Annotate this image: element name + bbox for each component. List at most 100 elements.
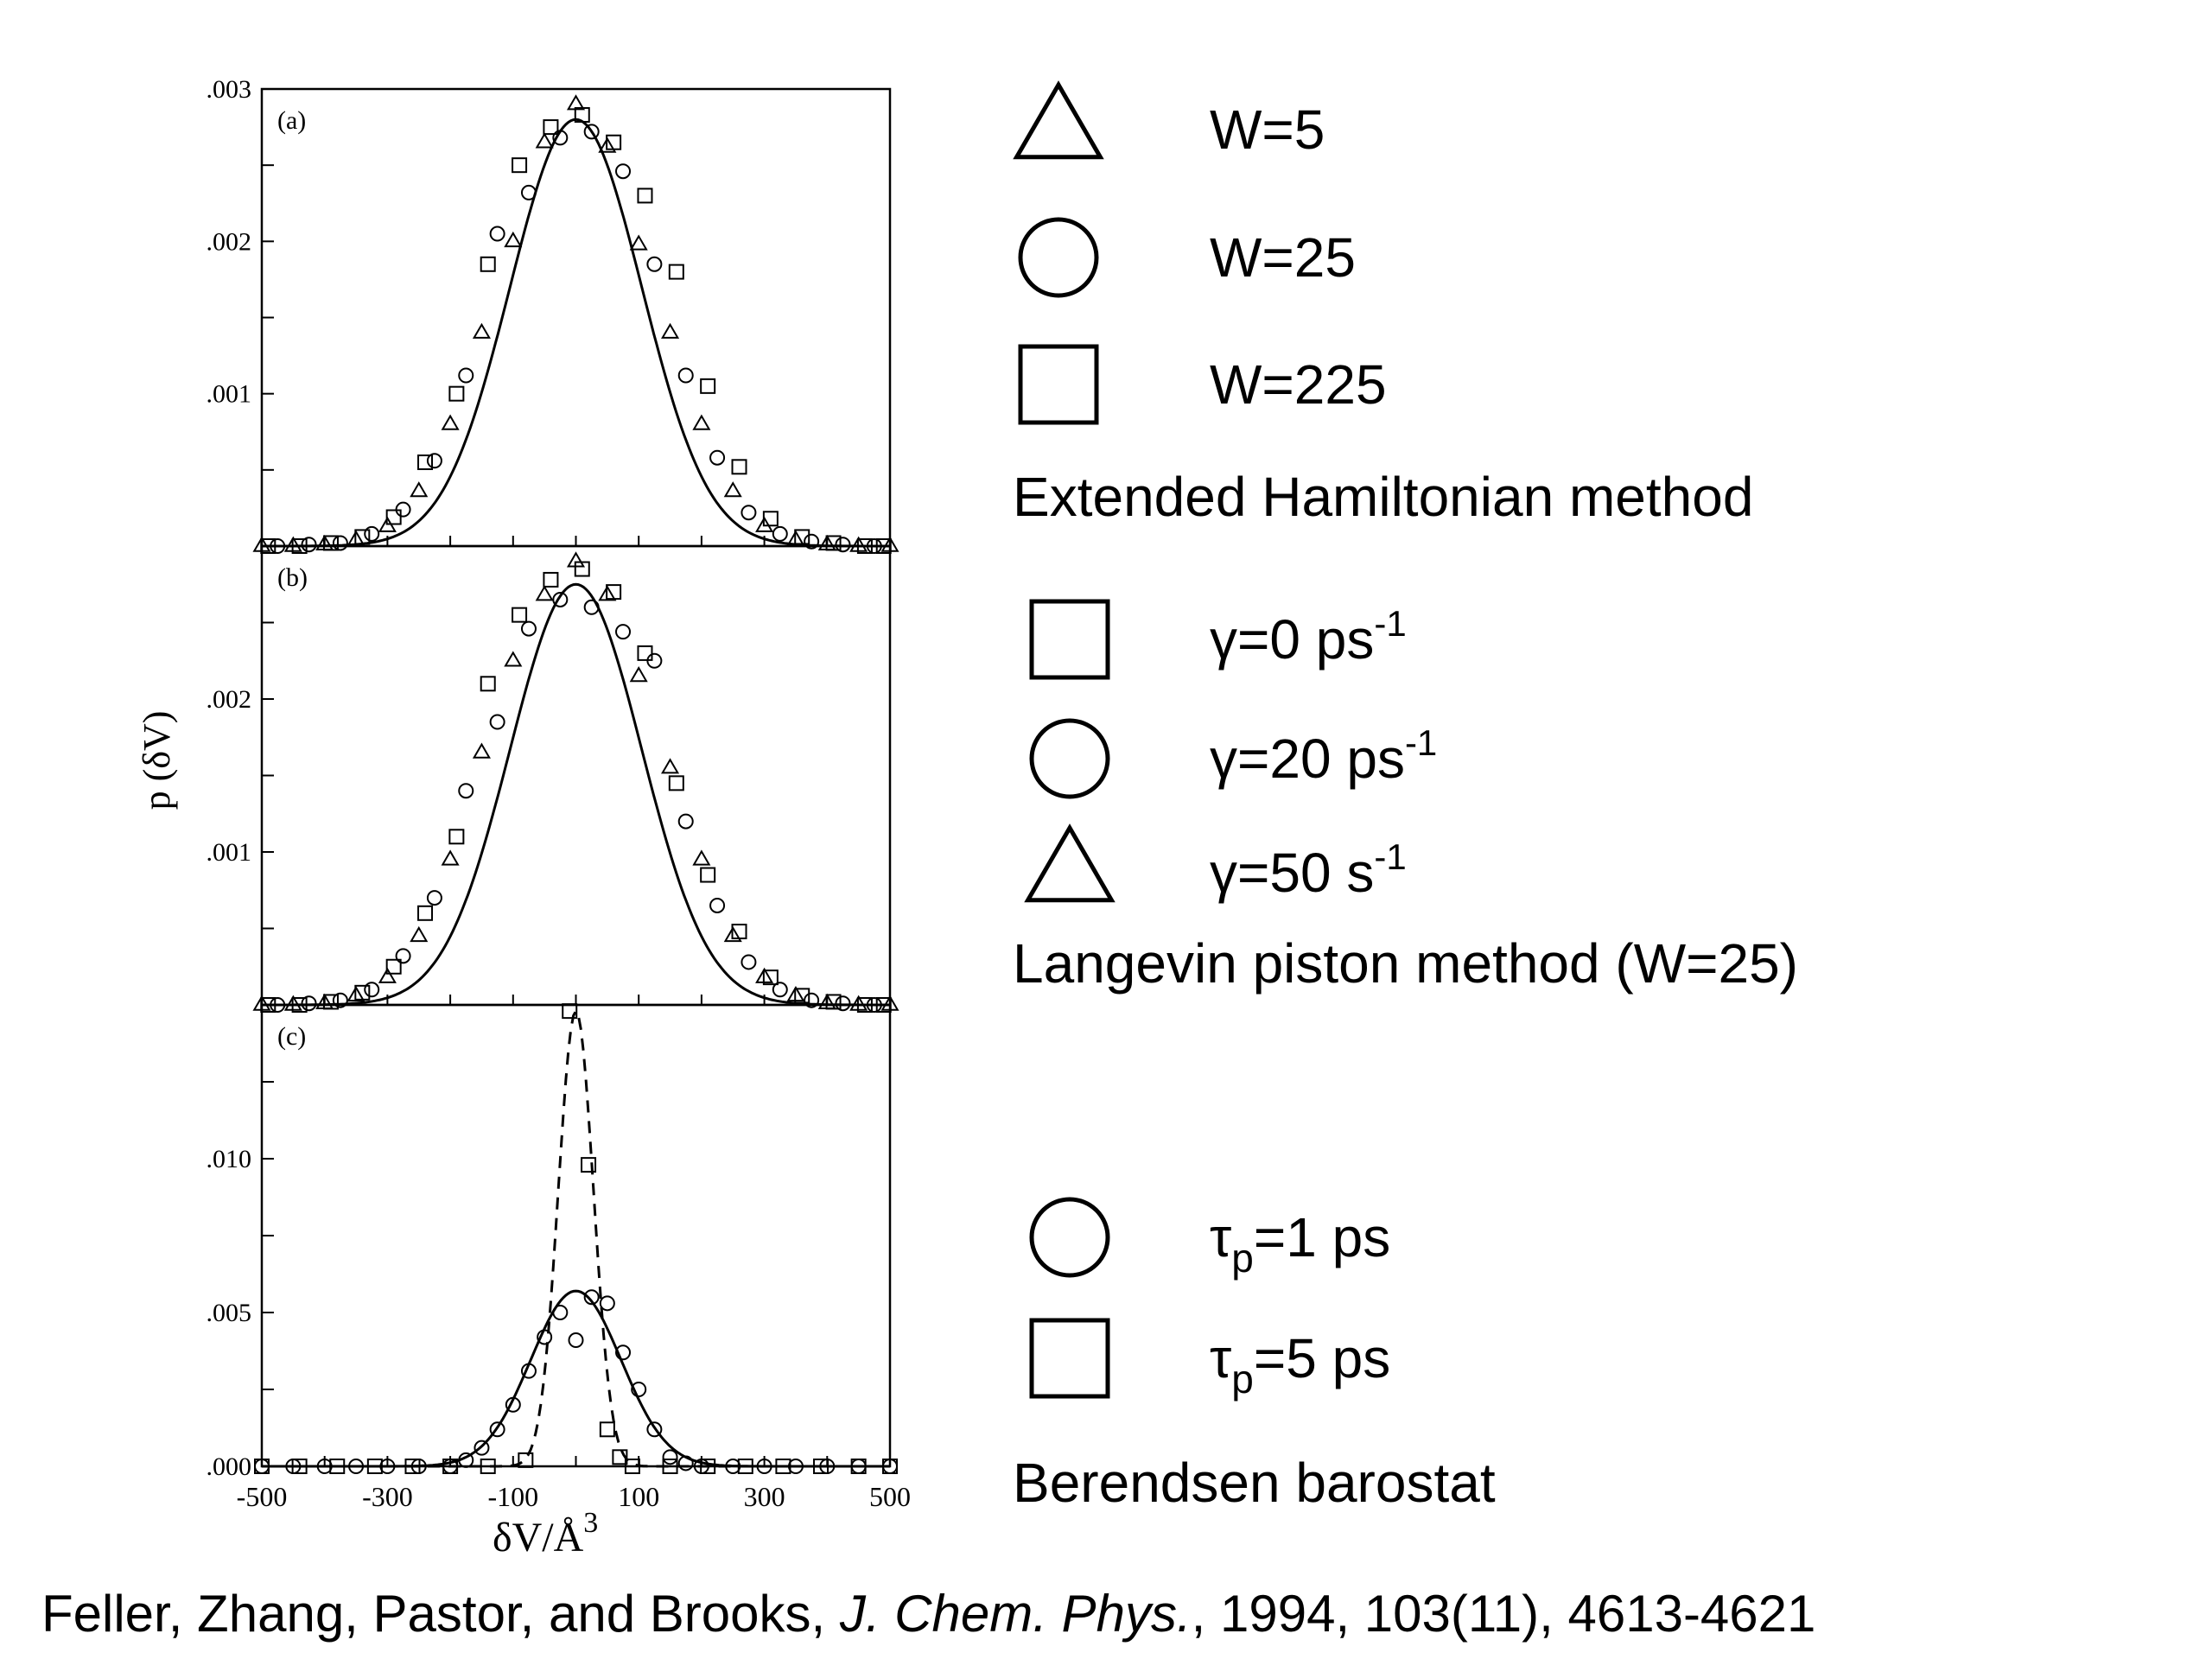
data-point-square [731,459,747,475]
data-point-triangle [472,742,491,759]
data-point-circle [756,1459,772,1474]
legend-item-label: τp=1 ps [1210,1206,1390,1281]
x-tick-label: -300 [362,1481,413,1512]
data-point-square [448,385,465,402]
data-point-square [366,1459,383,1474]
data-point-circle [552,1305,569,1320]
data-point-circle [348,1459,365,1474]
y-tick-label: .002 [207,227,252,256]
data-point-circle [552,591,569,607]
data-point-square [512,607,528,623]
legend-group-title: Berendsen barostat [1013,1452,1496,1514]
data-point-circle [568,1332,584,1349]
data-point-square [385,509,402,525]
data-point-circle [552,130,569,146]
data-point-square [825,535,842,551]
data-point-square [329,1459,346,1474]
data-point-triangle [661,322,680,339]
data-point-circle [615,1344,632,1361]
data-point-circle [662,1449,678,1465]
data-point-triangle [410,481,429,498]
data-point-circle [332,535,348,551]
x-tick-label: 500 [869,1481,911,1512]
data-point-square [448,829,465,845]
data-point-circle [583,1289,600,1306]
data-point-circle [772,525,788,542]
data-point-triangle [755,967,774,983]
data-point-square [574,561,590,577]
data-point-square [480,256,496,272]
data-point-square [480,676,496,692]
legend-item-label: W=5 [1210,99,1325,161]
plot-frame [260,87,892,548]
chart-panels: .001 .002 .003 (a) .001 .002 (b) .000 .005 .010 (c… [207,75,912,1512]
data-point-circle [364,525,380,542]
data-point-triangle [723,925,742,943]
fit-curve-solid [262,582,890,1007]
legend-marker-square [1029,599,1110,680]
data-point-circle [489,714,505,730]
legend-marker-square [1018,344,1099,425]
data-point-square [668,775,684,791]
data-point-triangle [817,993,836,1010]
data-point-circle [379,1459,396,1474]
fit-curve-solid [262,1289,890,1468]
x-tick-label: -100 [487,1481,538,1512]
legend-marker-circle [1018,217,1099,298]
plot-frame [260,1003,892,1468]
x-tick-label: 300 [744,1481,785,1512]
data-point-circle [520,184,537,200]
data-point-circle [772,982,788,998]
data-point-square [518,1452,534,1468]
legend-group-1: W=5 W=25 W=225 Extended Hamiltonian method [1013,80,1753,528]
data-point-circle [677,367,694,384]
data-point-square [624,1459,640,1474]
data-point-circle [787,1459,804,1474]
data-point-square [775,1459,791,1474]
data-point-circle [489,1421,505,1438]
data-point-circle [583,124,600,140]
data-point-triangle [755,516,774,532]
data-point-square [404,1459,421,1474]
legend-item-label: W=225 [1210,353,1387,416]
data-point-square [700,867,716,883]
data-point-triangle [346,530,365,546]
data-point-circle [458,367,474,384]
panel-label: (c) [277,1022,306,1051]
data-point-triangle [441,849,460,866]
svg-text:δV/Å3: δV/Å3 [493,1507,598,1560]
data-point-circle [599,1295,615,1312]
y-tick-label: .005 [207,1299,252,1327]
data-point-circle [725,1459,741,1474]
data-point-circle [537,1329,553,1345]
data-point-triangle [692,414,711,430]
data-point-triangle [723,481,742,498]
data-point-square [668,264,684,280]
legend-group-title: Extended Hamiltonian method [1013,466,1753,528]
data-point-square [543,119,559,136]
legend-group-2: γ=0 ps-1 γ=20 ps-1 γ=50 s-1 Langevin piston… [1013,599,1798,995]
data-point-circle [426,890,442,906]
legend-group-3: τp=1 ps τp=5 ps Berendsen barostat [1013,1197,1496,1514]
data-point-triangle [535,132,554,149]
data-point-square [480,1459,496,1474]
y-tick-label: .000 [207,1452,252,1481]
y-tick-label: .003 [207,75,252,104]
fit-curve-dashed [262,1007,890,1468]
data-point-triangle [566,551,586,568]
data-point-triangle [472,322,491,339]
data-point-circle [520,1363,537,1379]
y-tick-label: .001 [207,380,252,409]
legend-marker-square [1029,1318,1110,1399]
y-tick-label: .002 [207,685,252,714]
citation-journal: J. Chem. Phys. [839,1585,1192,1643]
data-point-circle [395,948,411,964]
data-point-circle [646,652,663,669]
data-point-circle [677,813,694,830]
x-tick-label: 100 [618,1481,659,1512]
data-point-circle [835,995,851,1012]
data-point-circle [631,1382,647,1397]
data-point-square [762,511,779,527]
legend-marker-triangle [1024,823,1116,903]
